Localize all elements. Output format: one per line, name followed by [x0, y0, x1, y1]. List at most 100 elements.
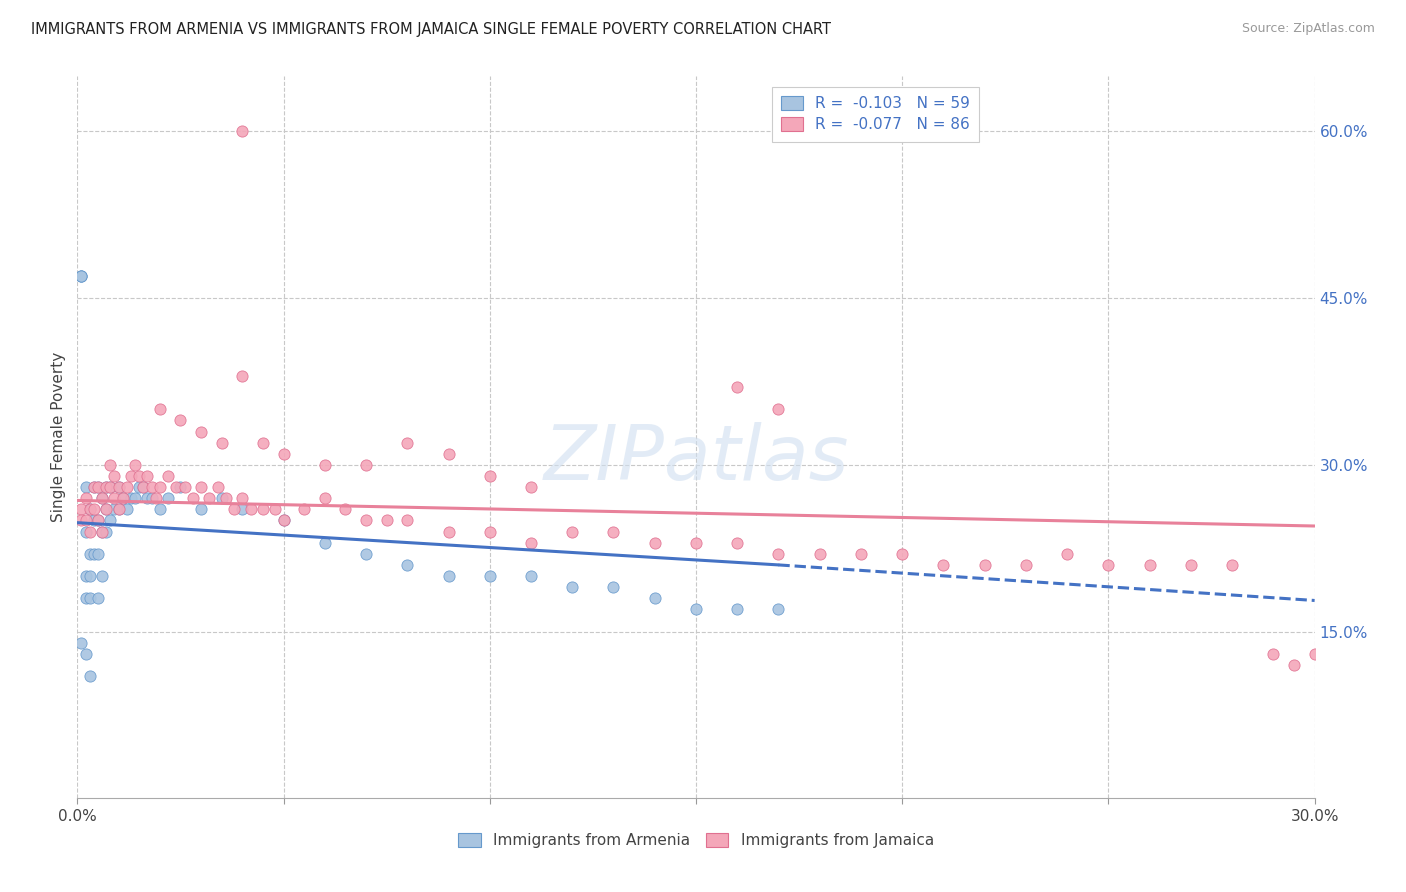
Point: [190, 425, 212, 439]
Point: [973, 558, 995, 572]
Point: [120, 469, 142, 483]
Point: [149, 502, 172, 516]
Point: [75, 513, 97, 527]
Point: [141, 491, 163, 506]
Point: [437, 569, 460, 583]
Point: [132, 480, 155, 494]
Point: [128, 480, 150, 494]
Point: [91, 569, 114, 583]
Point: [103, 491, 125, 506]
Point: [136, 469, 159, 483]
Point: [70, 502, 93, 516]
Point: [141, 480, 163, 494]
Point: [190, 480, 212, 494]
Point: [1220, 558, 1243, 572]
Point: [98, 480, 121, 494]
Point: [768, 547, 790, 561]
Point: [561, 524, 583, 539]
Point: [181, 491, 204, 506]
Point: [561, 580, 583, 594]
Point: [520, 535, 543, 549]
Point: [87, 513, 110, 527]
Point: [478, 569, 501, 583]
Point: [273, 447, 295, 461]
Point: [107, 480, 129, 494]
Point: [396, 435, 419, 450]
Y-axis label: Single Female Poverty: Single Female Poverty: [51, 352, 66, 522]
Point: [120, 491, 142, 506]
Point: [1097, 558, 1119, 572]
Point: [314, 535, 336, 549]
Point: [91, 491, 114, 506]
Point: [169, 480, 191, 494]
Point: [1015, 558, 1038, 572]
Point: [87, 591, 110, 606]
Point: [111, 491, 134, 506]
Point: [891, 547, 914, 561]
Point: [83, 480, 105, 494]
Point: [128, 469, 150, 483]
Text: Source: ZipAtlas.com: Source: ZipAtlas.com: [1241, 22, 1375, 36]
Point: [91, 491, 114, 506]
Point: [725, 602, 748, 616]
Point: [808, 547, 831, 561]
Point: [335, 502, 357, 516]
Point: [273, 513, 295, 527]
Point: [602, 524, 624, 539]
Point: [83, 480, 105, 494]
Point: [169, 413, 191, 427]
Point: [292, 502, 315, 516]
Point: [70, 636, 93, 650]
Point: [375, 513, 398, 527]
Point: [354, 458, 377, 472]
Point: [83, 513, 105, 527]
Point: [165, 480, 187, 494]
Point: [98, 458, 121, 472]
Point: [75, 524, 97, 539]
Point: [70, 268, 93, 283]
Point: [75, 569, 97, 583]
Point: [75, 480, 97, 494]
Point: [725, 380, 748, 394]
Point: [70, 268, 93, 283]
Point: [79, 591, 101, 606]
Point: [96, 502, 118, 516]
Point: [190, 502, 212, 516]
Point: [252, 502, 274, 516]
Point: [70, 513, 93, 527]
Point: [198, 491, 221, 506]
Point: [644, 591, 666, 606]
Point: [685, 602, 707, 616]
Point: [264, 502, 287, 516]
Point: [75, 647, 97, 661]
Point: [768, 602, 790, 616]
Point: [215, 491, 238, 506]
Point: [354, 547, 377, 561]
Point: [437, 524, 460, 539]
Point: [91, 524, 114, 539]
Point: [396, 513, 419, 527]
Point: [124, 458, 146, 472]
Point: [520, 569, 543, 583]
Point: [79, 502, 101, 516]
Text: ZIPatlas: ZIPatlas: [543, 422, 849, 496]
Legend: Immigrants from Armenia, Immigrants from Jamaica: Immigrants from Armenia, Immigrants from…: [450, 825, 942, 855]
Point: [725, 535, 748, 549]
Point: [111, 491, 134, 506]
Point: [87, 513, 110, 527]
Point: [239, 502, 262, 516]
Point: [932, 558, 955, 572]
Point: [115, 502, 138, 516]
Point: [75, 491, 97, 506]
Point: [96, 480, 118, 494]
Point: [79, 502, 101, 516]
Point: [96, 502, 118, 516]
Point: [231, 491, 253, 506]
Point: [314, 491, 336, 506]
Point: [124, 491, 146, 506]
Point: [602, 580, 624, 594]
Point: [79, 524, 101, 539]
Point: [231, 368, 253, 383]
Text: IMMIGRANTS FROM ARMENIA VS IMMIGRANTS FROM JAMAICA SINGLE FEMALE POVERTY CORRELA: IMMIGRANTS FROM ARMENIA VS IMMIGRANTS FR…: [31, 22, 831, 37]
Point: [103, 469, 125, 483]
